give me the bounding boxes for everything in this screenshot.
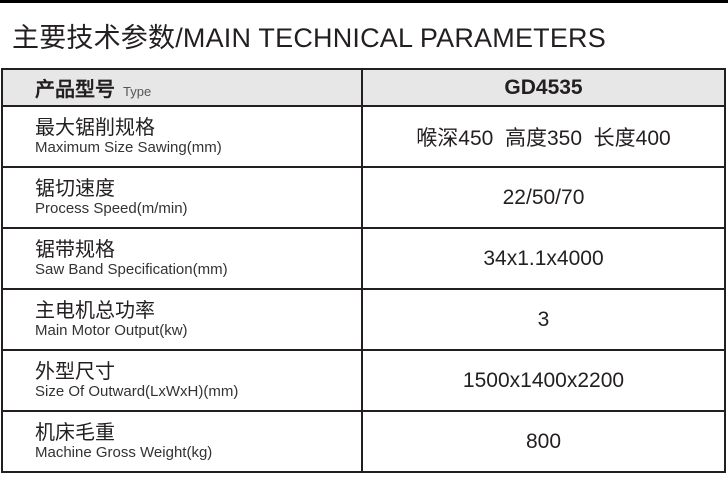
parameter-value: 34x1.1x4000 bbox=[361, 227, 726, 290]
table-row: 最大锯削规格 Maximum Size Sawing(mm) 喉深450 高度350… bbox=[1, 105, 726, 168]
table-row: 外型尺寸 Size Of Outward(LxWxH)(mm) 1500x1400x… bbox=[1, 349, 726, 412]
parameter-value: 喉深450 高度350 长度400 bbox=[361, 105, 726, 168]
parameter-label-cell: 机床毛重 Machine Gross Weight(kg) bbox=[1, 410, 363, 473]
table-row: 机床毛重 Machine Gross Weight(kg) 800 bbox=[1, 410, 726, 473]
parameter-label-cell: 外型尺寸 Size Of Outward(LxWxH)(mm) bbox=[1, 349, 363, 412]
parameter-value: 1500x1400x2200 bbox=[361, 349, 726, 412]
parameter-name-zh: 机床毛重 bbox=[35, 421, 115, 444]
page-title: 主要技术参数/MAIN TECHNICAL PARAMETERS bbox=[12, 23, 606, 53]
table-row: 主电机总功率 Main Motor Output(kw) 3 bbox=[1, 288, 726, 351]
parameter-name-en: Process Speed(m/min) bbox=[35, 199, 188, 217]
table-row: 锯带规格 Saw Band Specification(mm) 34x1.1x400… bbox=[1, 227, 726, 290]
parameter-label-cell: 锯切速度 Process Speed(m/min) bbox=[1, 166, 363, 229]
parameter-value: 3 bbox=[361, 288, 726, 351]
table-row: 锯切速度 Process Speed(m/min) 22/50/70 bbox=[1, 166, 726, 229]
type-label-en: Type bbox=[123, 84, 152, 99]
parameter-value: 800 bbox=[361, 410, 726, 473]
top-border bbox=[0, 0, 728, 3]
parameter-name-en: Size Of Outward(LxWxH)(mm) bbox=[35, 382, 239, 400]
parameter-name-zh: 最大锯削规格 bbox=[35, 116, 155, 139]
model-name: GD4535 bbox=[504, 75, 583, 99]
parameter-label-cell: 主电机总功率 Main Motor Output(kw) bbox=[1, 288, 363, 351]
type-label-zh: 产品型号 bbox=[35, 79, 115, 101]
type-label-cell: 产品型号 Type bbox=[1, 68, 363, 107]
parameter-name-en: Machine Gross Weight(kg) bbox=[35, 443, 213, 461]
parameter-name-en: Maximum Size Sawing(mm) bbox=[35, 138, 222, 156]
parameters-table: 产品型号 Type GD4535 最大锯削规格 Maximum Size Sawin… bbox=[1, 68, 726, 473]
parameter-name-zh: 外型尺寸 bbox=[35, 360, 115, 383]
parameter-name-zh: 锯切速度 bbox=[35, 177, 115, 200]
parameter-label-cell: 最大锯削规格 Maximum Size Sawing(mm) bbox=[1, 105, 363, 168]
table-header-row: 产品型号 Type GD4535 bbox=[1, 68, 726, 107]
model-cell: GD4535 bbox=[361, 68, 726, 107]
parameter-name-zh: 主电机总功率 bbox=[35, 299, 155, 322]
parameter-name-zh: 锯带规格 bbox=[35, 238, 115, 261]
parameter-value: 22/50/70 bbox=[361, 166, 726, 229]
parameter-name-en: Main Motor Output(kw) bbox=[35, 321, 188, 339]
parameter-name-en: Saw Band Specification(mm) bbox=[35, 260, 228, 278]
parameter-label-cell: 锯带规格 Saw Band Specification(mm) bbox=[1, 227, 363, 290]
